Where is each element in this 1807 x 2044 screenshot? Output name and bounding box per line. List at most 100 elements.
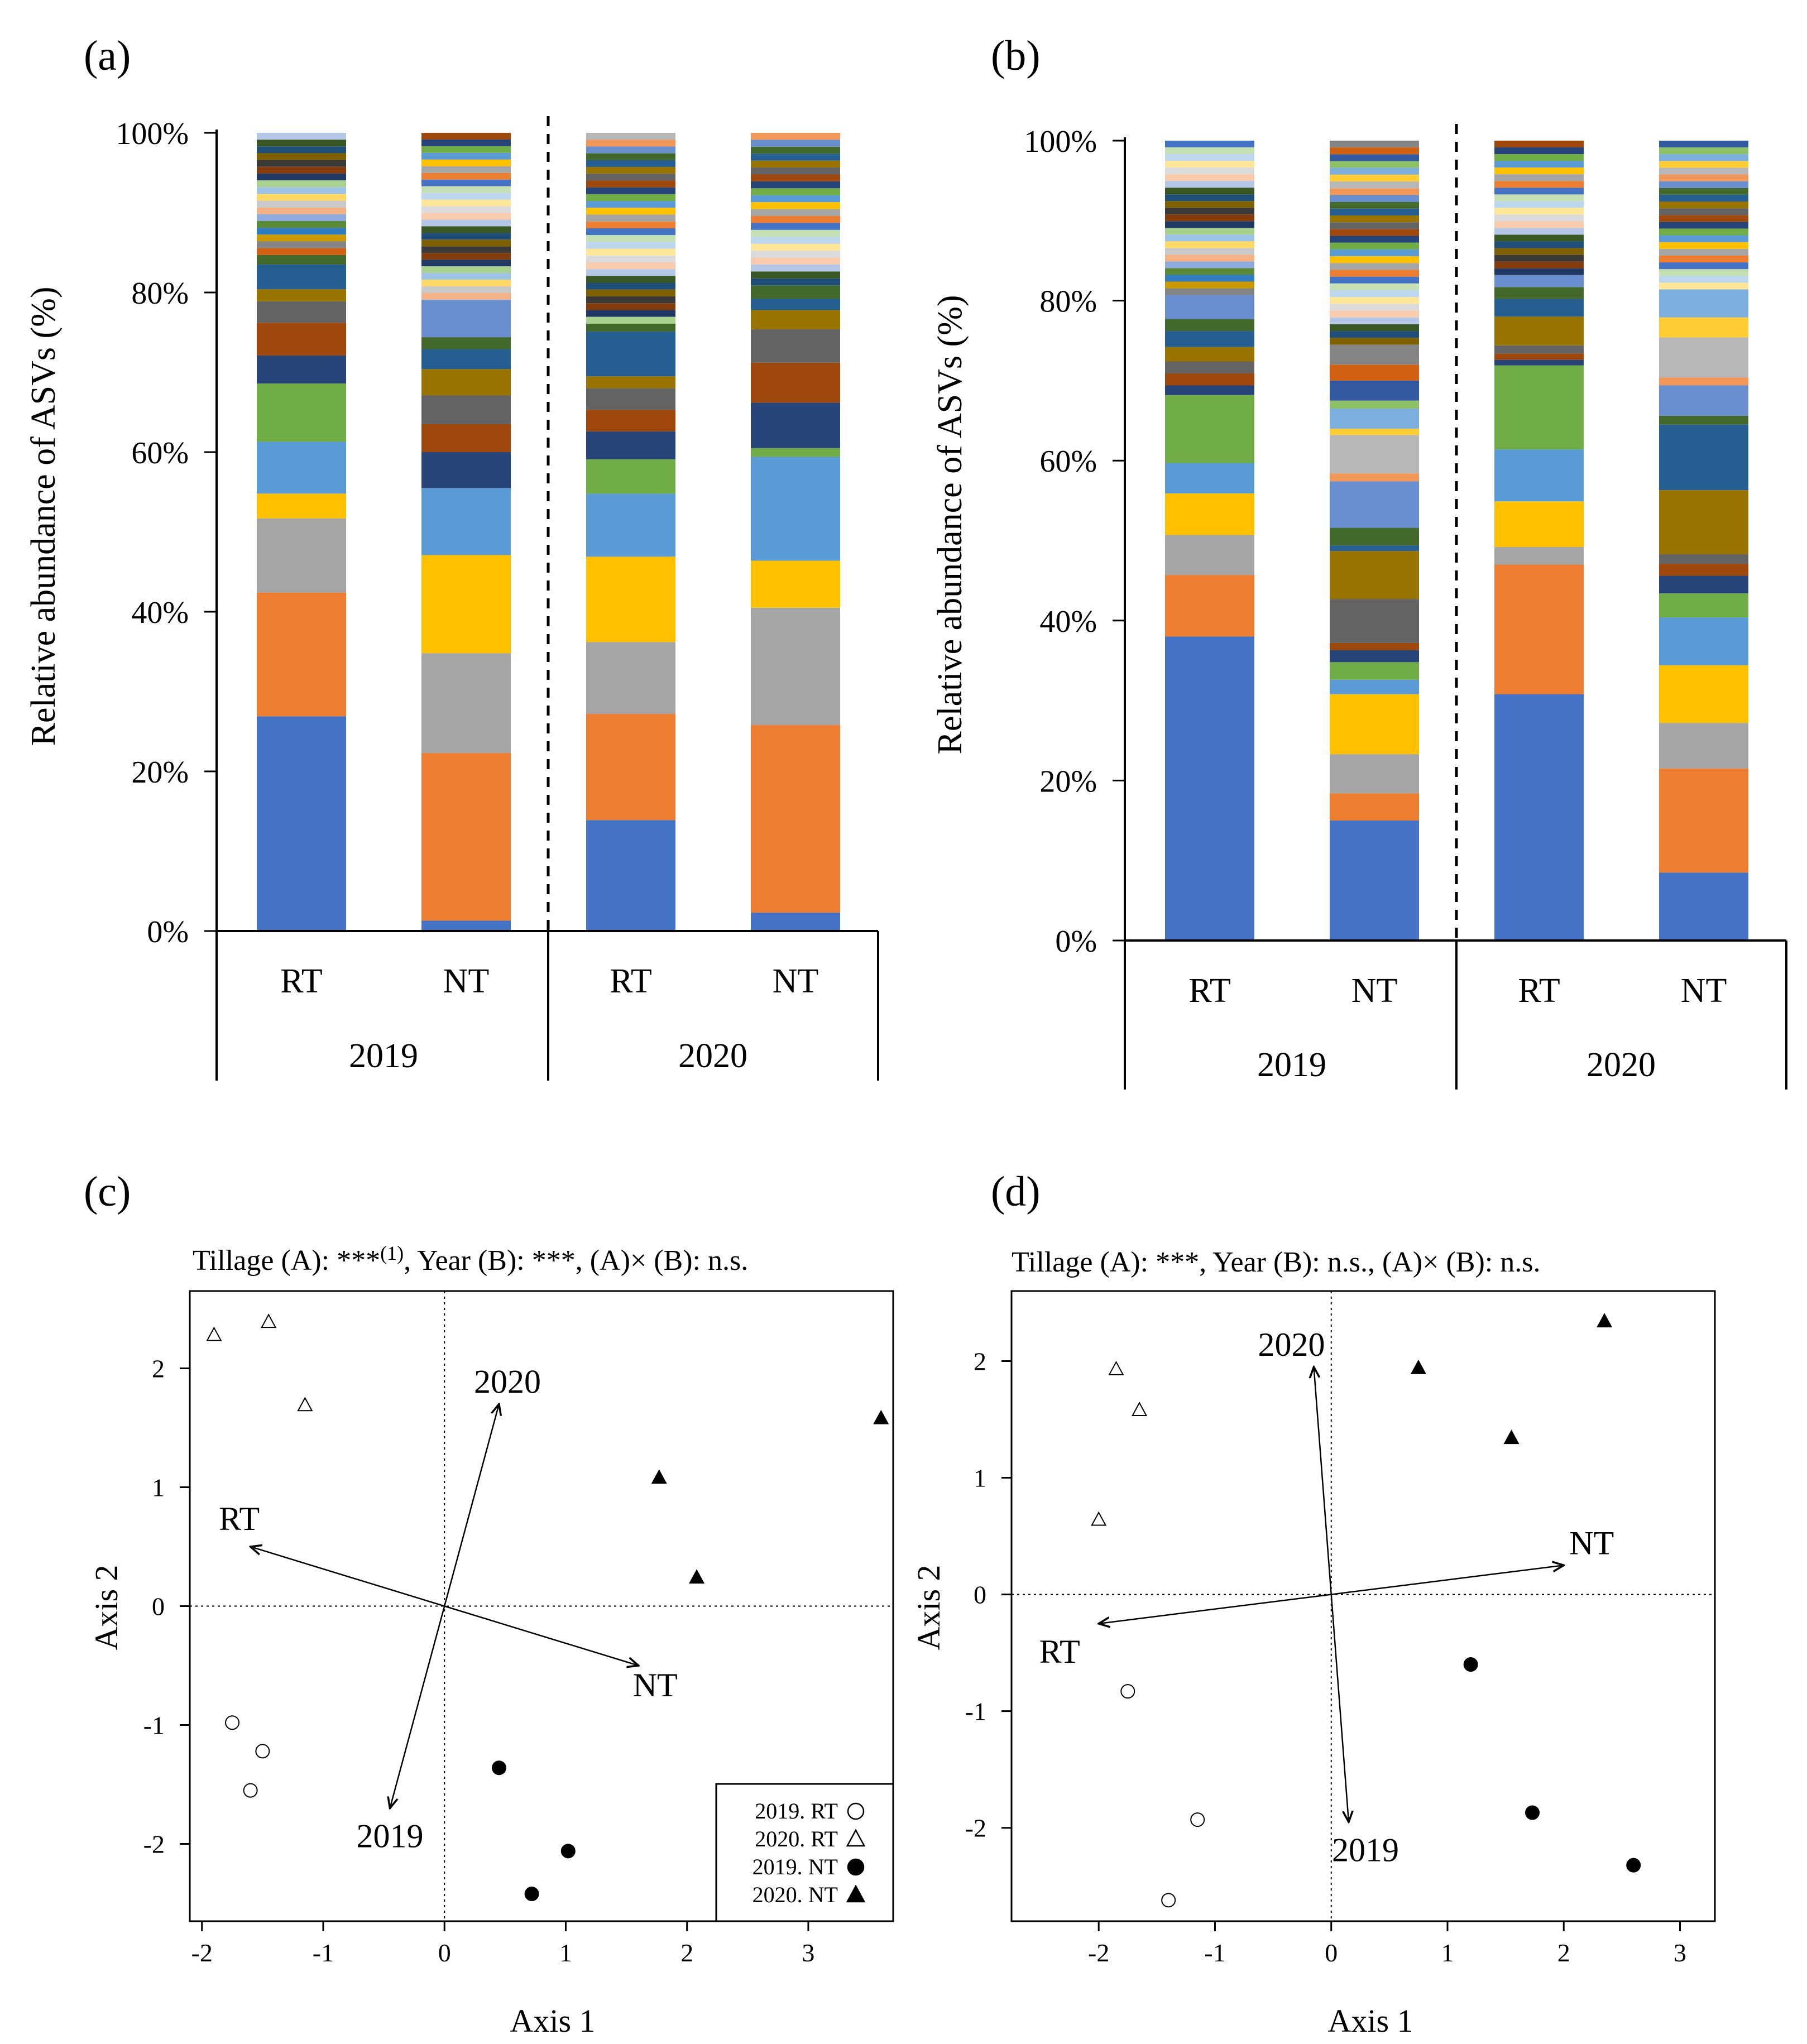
bar-segment — [1494, 181, 1584, 188]
bar-segment — [1659, 141, 1748, 148]
bar-segment — [1494, 154, 1584, 161]
vector-NT — [444, 1605, 639, 1666]
legend-box — [715, 1783, 894, 1922]
bar-segment — [1330, 481, 1419, 528]
bar-segment — [1330, 650, 1419, 663]
bar-segment — [257, 716, 346, 931]
bar-segment — [421, 286, 511, 293]
panel-b-year-2019: 2019 — [1257, 1046, 1326, 1084]
bar-segment — [1659, 575, 1748, 594]
panel-b-year-2020: 2020 — [1586, 1046, 1656, 1084]
bar-segment — [586, 296, 675, 304]
bar-segment — [586, 174, 675, 181]
point-2020-rt — [1108, 1360, 1124, 1375]
panel-a-y-axis-label: Relative abundance of ASVs (%) — [25, 287, 63, 746]
bar-segment — [1165, 167, 1254, 175]
bar-segment — [421, 166, 511, 173]
bar-segment — [586, 140, 675, 147]
bar-segment — [1330, 188, 1419, 195]
panel-d-x-tick-label: -1 — [1204, 1939, 1225, 1967]
bar-segment — [1165, 241, 1254, 248]
bar-segment — [751, 188, 840, 195]
bar-segment — [1659, 872, 1748, 941]
point-2019-nt — [491, 1760, 506, 1776]
bar-segment — [586, 146, 675, 153]
bar-segment — [257, 592, 346, 717]
bar-segment — [421, 193, 511, 200]
bar-segment — [751, 310, 840, 329]
bar-segment — [1165, 201, 1254, 208]
bar-segment — [421, 292, 511, 300]
bar-segment — [751, 271, 840, 279]
bar-segment — [257, 241, 346, 248]
bar-segment — [257, 301, 346, 323]
point-2020-nt — [873, 1409, 889, 1424]
bar-segment — [1659, 289, 1748, 318]
bar-segment — [751, 299, 840, 310]
bar-segment — [257, 228, 346, 235]
bar-segment — [1330, 473, 1419, 482]
bar-segment — [751, 251, 840, 258]
panel-a-y-tick-label: 20% — [131, 755, 189, 790]
bar-segment — [1165, 493, 1254, 535]
panel-d-x-tick-label: 1 — [1441, 1939, 1454, 1967]
panel-d-y-tick-label: 1 — [974, 1464, 986, 1493]
vector-label-2019: 2019 — [1332, 1831, 1399, 1868]
panel-a-y-tick-label: 40% — [131, 596, 189, 630]
bar-segment — [421, 159, 511, 166]
bar-segment — [586, 714, 675, 821]
bar-segment — [421, 653, 511, 754]
bar-segment — [1330, 344, 1419, 365]
bar-segment — [257, 207, 346, 214]
bar-segment — [1494, 255, 1584, 262]
panel-a: (a) Relative abundance of ASVs (%) 0% 20%… — [25, 32, 879, 1081]
point-2019-nt — [1626, 1858, 1641, 1873]
bar-segment — [421, 424, 511, 452]
bar-segment — [1330, 154, 1419, 161]
bar-segment — [1330, 304, 1419, 311]
bar-segment — [1659, 276, 1748, 283]
bar-segment — [1165, 331, 1254, 347]
bar-segment — [1165, 275, 1254, 282]
bar-segment — [257, 166, 346, 174]
bar-segment — [1330, 283, 1419, 290]
bar-segment — [1659, 385, 1748, 416]
bar-segment — [1165, 575, 1254, 637]
panel-d-x-tick-label: 0 — [1325, 1939, 1338, 1967]
bar-segment — [1330, 195, 1419, 202]
vector-label-2019: 2019 — [356, 1818, 423, 1855]
bar-segment — [1165, 255, 1254, 262]
bar-segment — [421, 172, 511, 180]
panel-c-y-axis-label: Axis 2 — [88, 1565, 124, 1650]
point-2020-rt — [261, 1313, 277, 1328]
vector-2020 — [444, 1404, 499, 1606]
bar-segment — [1659, 617, 1748, 666]
bar-segment — [257, 518, 346, 593]
bar-segment — [1165, 361, 1254, 374]
bar-segment — [586, 410, 675, 431]
bar-segment — [1494, 194, 1584, 201]
bar-segment — [1330, 256, 1419, 263]
bar-segment — [586, 221, 675, 228]
bar-segment — [1330, 276, 1419, 284]
bar-segment — [586, 303, 675, 310]
panel-d-y-tick-label: 2 — [974, 1347, 986, 1375]
panel-b-y-tick-label: 20% — [1039, 764, 1097, 799]
bar-segment — [257, 133, 346, 140]
bar-segment — [421, 555, 511, 654]
bar-segment — [421, 253, 511, 260]
bar-segment — [1330, 310, 1419, 318]
bar-segment — [1330, 331, 1419, 338]
panel-c-y-tick-label: 1 — [152, 1473, 165, 1501]
bar-segment — [1165, 214, 1254, 222]
bar-segment — [257, 442, 346, 494]
bar-segment — [1165, 234, 1254, 242]
bar-segment — [1494, 228, 1584, 235]
point-2019-rt — [1120, 1684, 1135, 1699]
bar-segment — [586, 187, 675, 194]
bar-segment — [1165, 288, 1254, 295]
panel-c-stat-text: Tillage (A): ***(1), Year (B): ***, (A)×… — [193, 1242, 748, 1277]
panel-c-y-tick-label: -1 — [143, 1711, 165, 1740]
bar-segment — [751, 223, 840, 230]
vector-label-NT: NT — [1569, 1524, 1614, 1561]
